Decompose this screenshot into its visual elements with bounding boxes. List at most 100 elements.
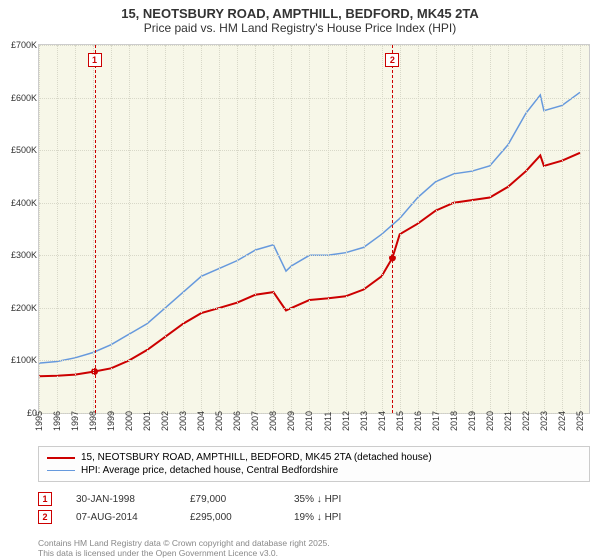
grid-line-v: [580, 45, 581, 413]
transaction-row: 1 30-JAN-1998 £79,000 35% ↓ HPI: [38, 490, 590, 508]
transaction-date: 07-AUG-2014: [76, 512, 166, 523]
x-axis-label: 2002: [160, 411, 170, 431]
event-marker-box: 1: [88, 53, 102, 67]
x-axis-label: 2013: [359, 411, 369, 431]
x-axis-label: 2014: [377, 411, 387, 431]
legend-label: 15, NEOTSBURY ROAD, AMPTHILL, BEDFORD, M…: [81, 452, 432, 463]
grid-line-v: [57, 45, 58, 413]
x-axis-label: 2018: [449, 411, 459, 431]
chart-svg: [39, 45, 589, 413]
grid-line-v: [75, 45, 76, 413]
x-axis-label: 1998: [88, 411, 98, 431]
x-axis-label: 2017: [431, 411, 441, 431]
transaction-price: £79,000: [190, 494, 270, 505]
x-axis-label: 2012: [341, 411, 351, 431]
grid-line-v: [364, 45, 365, 413]
x-axis-label: 2006: [232, 411, 242, 431]
grid-line-h: [39, 203, 589, 204]
x-axis-label: 2024: [557, 411, 567, 431]
x-axis-label: 2015: [395, 411, 405, 431]
grid-line-v: [219, 45, 220, 413]
grid-line-h: [39, 150, 589, 151]
x-axis-label: 2004: [196, 411, 206, 431]
legend-row: 15, NEOTSBURY ROAD, AMPTHILL, BEDFORD, M…: [47, 451, 581, 464]
transaction-table: 1 30-JAN-1998 £79,000 35% ↓ HPI 2 07-AUG-2014…: [38, 490, 590, 526]
y-axis-label: £500K: [1, 145, 37, 155]
x-axis-label: 2009: [286, 411, 296, 431]
x-axis-label: 2011: [323, 412, 333, 431]
grid-line-v: [129, 45, 130, 413]
x-axis-label: 1995: [34, 411, 44, 431]
y-axis-label: £200K: [1, 303, 37, 313]
chart-title: 15, NEOTSBURY ROAD, AMPTHILL, BEDFORD, M…: [0, 0, 600, 21]
grid-line-v: [309, 45, 310, 413]
x-axis-label: 2003: [178, 411, 188, 431]
legend-swatch: [47, 457, 75, 459]
transaction-marker-box: 2: [38, 510, 52, 524]
x-axis-label: 2008: [268, 411, 278, 431]
event-marker-line: [95, 45, 96, 413]
grid-line-v: [508, 45, 509, 413]
chart-container: 15, NEOTSBURY ROAD, AMPTHILL, BEDFORD, M…: [0, 0, 600, 560]
grid-line-v: [418, 45, 419, 413]
transaction-marker-box: 1: [38, 492, 52, 506]
grid-line-v: [183, 45, 184, 413]
grid-line-v: [436, 45, 437, 413]
grid-line-v: [472, 45, 473, 413]
x-axis-label: 1997: [70, 411, 80, 431]
grid-line-v: [111, 45, 112, 413]
grid-line-v: [255, 45, 256, 413]
grid-line-v: [165, 45, 166, 413]
grid-line-v: [490, 45, 491, 413]
grid-line-v: [382, 45, 383, 413]
x-axis-label: 2021: [503, 411, 513, 431]
y-axis-label: £600K: [1, 93, 37, 103]
legend: 15, NEOTSBURY ROAD, AMPTHILL, BEDFORD, M…: [38, 446, 590, 482]
x-axis-label: 2022: [521, 411, 531, 431]
grid-line-v: [201, 45, 202, 413]
transaction-diff: 35% ↓ HPI: [294, 494, 384, 505]
x-axis-label: 2001: [142, 411, 152, 431]
x-axis-label: 2025: [575, 411, 585, 431]
footnote-line-1: Contains HM Land Registry data © Crown c…: [38, 538, 330, 548]
x-axis-label: 2023: [539, 411, 549, 431]
grid-line-v: [346, 45, 347, 413]
x-axis-label: 1996: [52, 411, 62, 431]
grid-line-v: [544, 45, 545, 413]
grid-line-v: [39, 45, 40, 413]
grid-line-v: [328, 45, 329, 413]
x-axis-label: 2005: [214, 411, 224, 431]
y-axis-label: £100K: [1, 355, 37, 365]
plot-area: £0£100K£200K£300K£400K£500K£600K£700K199…: [38, 44, 590, 414]
y-axis-label: £0: [1, 408, 37, 418]
grid-line-v: [454, 45, 455, 413]
y-axis-label: £300K: [1, 250, 37, 260]
grid-line-h: [39, 360, 589, 361]
grid-line-h: [39, 255, 589, 256]
transaction-date: 30-JAN-1998: [76, 494, 166, 505]
legend-swatch: [47, 470, 75, 471]
y-axis-label: £400K: [1, 198, 37, 208]
grid-line-v: [147, 45, 148, 413]
x-axis-label: 2019: [467, 411, 477, 431]
grid-line-h: [39, 98, 589, 99]
y-axis-label: £700K: [1, 40, 37, 50]
event-marker-line: [392, 45, 393, 413]
event-marker-box: 2: [385, 53, 399, 67]
transaction-diff: 19% ↓ HPI: [294, 512, 384, 523]
grid-line-v: [526, 45, 527, 413]
grid-line-h: [39, 45, 589, 46]
x-axis-label: 2010: [304, 411, 314, 431]
x-axis-label: 2020: [485, 411, 495, 431]
x-axis-label: 2016: [413, 411, 423, 431]
grid-line-v: [237, 45, 238, 413]
grid-line-v: [273, 45, 274, 413]
transaction-price: £295,000: [190, 512, 270, 523]
grid-line-v: [562, 45, 563, 413]
grid-line-v: [291, 45, 292, 413]
legend-label: HPI: Average price, detached house, Cent…: [81, 465, 338, 476]
grid-line-v: [400, 45, 401, 413]
footnote-line-2: This data is licensed under the Open Gov…: [38, 548, 278, 558]
chart-subtitle: Price paid vs. HM Land Registry's House …: [0, 21, 600, 39]
footnote: Contains HM Land Registry data © Crown c…: [38, 538, 330, 558]
